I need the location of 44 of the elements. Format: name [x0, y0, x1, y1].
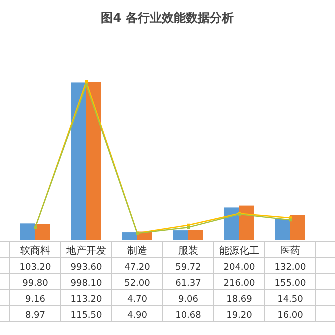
bar: [240, 206, 254, 240]
data-label: 99.80: [22, 279, 49, 289]
data-label: 132.00: [274, 263, 307, 273]
bar: [36, 224, 50, 240]
bar: [174, 230, 188, 240]
data-label: 155.00: [274, 279, 307, 289]
data-label: 9.06: [178, 295, 199, 305]
data-label: 10.68: [176, 311, 202, 321]
data-label: 204.00: [224, 263, 256, 273]
data-label: 59.72: [176, 263, 202, 273]
data-label: 16.00: [278, 311, 304, 321]
x-tick-label: 服装: [178, 245, 198, 257]
data-label: 14.50: [278, 295, 304, 305]
bar: [188, 230, 204, 240]
bar: [20, 224, 36, 240]
x-tick-label: 能源化工: [220, 245, 260, 257]
data-label: 47.20: [124, 263, 151, 273]
bar: [86, 82, 102, 240]
data-label: 998.10: [70, 279, 103, 289]
data-label: 52.00: [124, 279, 151, 289]
data-label: 4.70: [127, 295, 148, 305]
bar: [290, 215, 306, 240]
data-label: 115.50: [70, 311, 103, 321]
bar: [224, 208, 240, 240]
x-tick-label: 地产开发: [66, 245, 106, 257]
data-label: 19.20: [226, 311, 253, 321]
data-label: 18.69: [226, 295, 253, 305]
x-tick-label: 制造: [128, 245, 148, 257]
point: [187, 226, 190, 230]
data-label: 9.16: [25, 295, 46, 305]
data-label: 216.00: [224, 279, 256, 289]
chart-title: 图4 各行业效能数据分析: [101, 11, 234, 25]
data-label: 103.20: [20, 263, 52, 273]
x-tick-label: 医药: [280, 245, 300, 257]
data-label: 113.20: [70, 295, 103, 305]
data-label: 993.60: [70, 263, 103, 273]
data-label: 4.90: [127, 311, 148, 321]
data-label: 8.97: [25, 311, 46, 321]
bar: [72, 82, 86, 240]
bar: [122, 232, 138, 240]
x-tick-label: 软商料: [20, 245, 50, 257]
point: [85, 84, 88, 87]
bar: [276, 219, 290, 240]
data-label: 61.37: [176, 279, 202, 289]
